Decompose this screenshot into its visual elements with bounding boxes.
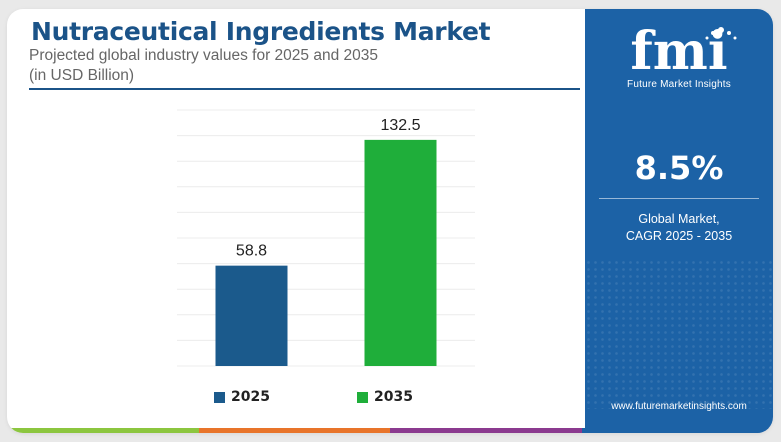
- legend-label-2035: 2035: [374, 389, 413, 405]
- cagr-label: Global Market, CAGR 2025 - 2035: [585, 211, 773, 245]
- bar-2025: [215, 265, 288, 366]
- bottom-bar-segment: [390, 428, 582, 433]
- cagr-label-line2: CAGR 2025 - 2035: [625, 229, 733, 243]
- infographic-card: Nutraceutical Ingredients Market Project…: [7, 9, 773, 433]
- data-label-2025: 58.8: [236, 243, 267, 260]
- bottom-bar-segment: [581, 428, 773, 433]
- cagr-label-line1: Global Market,: [638, 212, 720, 226]
- chart-subtitle: Projected global industry values for 202…: [29, 47, 378, 64]
- cagr-divider: [599, 198, 759, 199]
- bar-chart: 58.8 132.5: [177, 109, 475, 367]
- legend-label-2025: 2025: [231, 389, 270, 405]
- page-title: Nutraceutical Ingredients Market: [31, 17, 491, 46]
- bottom-bar-segment: [198, 428, 390, 433]
- title-divider: [29, 88, 580, 90]
- website-url: www.futuremarketinsights.com: [611, 401, 747, 412]
- data-label-2035: 132.5: [380, 117, 420, 134]
- bottom-color-bar: [7, 428, 773, 433]
- fmi-logo: fmi Future Market Insights: [585, 21, 773, 91]
- legend-item-2025: 2025: [214, 389, 270, 405]
- logo-letters: fmi: [630, 21, 727, 81]
- legend-swatch-2025: [214, 391, 225, 403]
- legend-swatch-2035: [357, 391, 368, 403]
- legend-item-2035: 2035: [357, 389, 413, 405]
- chart-legend: 2025 2035: [7, 389, 567, 409]
- cagr-side-panel: fmi Future Market Insights 8.5% Global M…: [585, 9, 773, 433]
- cagr-value: 8.5%: [634, 149, 724, 187]
- bottom-bar-segment: [7, 428, 199, 433]
- fmi-logo-mark: fmi: [630, 21, 737, 82]
- chart-unit: (in USD Billion): [29, 67, 135, 84]
- bar-2035: [364, 139, 437, 366]
- logo-name: Future Market Insights: [627, 79, 731, 90]
